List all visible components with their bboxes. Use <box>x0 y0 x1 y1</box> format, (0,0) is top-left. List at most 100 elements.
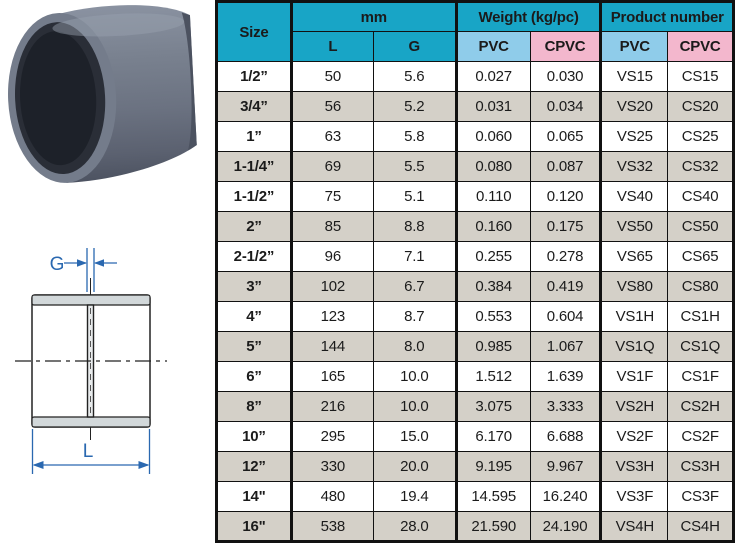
cell-product-pvc: VS3F <box>600 481 669 512</box>
cell-weight-cpvc: 0.087 <box>529 151 603 182</box>
cell-size: 1/2” <box>216 61 293 92</box>
cell-product-cpvc: CS15 <box>667 61 734 92</box>
cell-weight-pvc: 0.553 <box>455 301 531 332</box>
coupling-top-wall <box>31 294 151 306</box>
cell-product-cpvc: CS80 <box>667 271 734 302</box>
cell-l-mm: 85 <box>290 211 374 242</box>
cell-product-pvc: VS4H <box>600 511 669 542</box>
table-row: 6” 165 10.0 1.512 1.639 VS1F CS1F <box>216 361 734 392</box>
cell-weight-pvc: 0.080 <box>455 151 531 182</box>
cell-product-cpvc: CS3H <box>667 451 734 482</box>
header-mm: mm <box>290 1 458 32</box>
cell-g-mm: 20.0 <box>372 451 458 482</box>
table-row: 8” 216 10.0 3.075 3.333 VS2H CS2H <box>216 391 734 422</box>
cell-g-mm: 5.1 <box>372 181 458 212</box>
cell-g-mm: 8.8 <box>372 211 458 242</box>
cell-l-mm: 75 <box>290 181 374 212</box>
cell-product-pvc: VS25 <box>600 121 669 152</box>
cell-product-cpvc: CS2F <box>667 421 734 452</box>
table-row: 4” 123 8.7 0.553 0.604 VS1H CS1H <box>216 301 734 332</box>
spec-table-header: Size mm Weight (kg/pc) Product number L … <box>216 1 734 62</box>
cell-g-mm: 5.6 <box>372 61 458 92</box>
cell-size: 14" <box>216 481 293 512</box>
cell-size: 12” <box>216 451 293 482</box>
cell-l-mm: 96 <box>290 241 374 272</box>
table-row: 12” 330 20.0 9.195 9.967 VS3H CS3H <box>216 451 734 482</box>
cell-weight-cpvc: 0.278 <box>529 241 603 272</box>
table-row: 2” 85 8.8 0.160 0.175 VS50 CS50 <box>216 211 734 242</box>
header-size: Size <box>216 1 293 62</box>
cell-weight-cpvc: 0.030 <box>529 61 603 92</box>
coupling-bottom-wall <box>31 416 151 428</box>
cell-product-pvc: VS2F <box>600 421 669 452</box>
cell-size: 4” <box>216 301 293 332</box>
header-weight: Weight (kg/pc) <box>455 1 603 32</box>
cell-weight-cpvc: 1.639 <box>529 361 603 392</box>
spec-table: Size mm Weight (kg/pc) Product number L … <box>215 0 735 543</box>
cell-g-mm: 19.4 <box>372 481 458 512</box>
cell-g-mm: 8.7 <box>372 301 458 332</box>
cell-weight-pvc: 0.060 <box>455 121 531 152</box>
dimension-g-label: G <box>50 254 65 275</box>
cell-product-pvc: VS50 <box>600 211 669 242</box>
header-product-number: Product number <box>600 1 734 32</box>
cell-g-mm: 5.8 <box>372 121 458 152</box>
cell-product-pvc: VS1F <box>600 361 669 392</box>
cell-weight-pvc: 21.590 <box>455 511 531 542</box>
product-photo <box>0 0 215 190</box>
cell-product-pvc: VS65 <box>600 241 669 272</box>
cell-product-cpvc: CS1F <box>667 361 734 392</box>
cell-weight-cpvc: 0.175 <box>529 211 603 242</box>
cell-product-cpvc: CS65 <box>667 241 734 272</box>
cell-product-pvc: VS1H <box>600 301 669 332</box>
cell-product-pvc: VS32 <box>600 151 669 182</box>
cell-size: 6” <box>216 361 293 392</box>
table-row: 3” 102 6.7 0.384 0.419 VS80 CS80 <box>216 271 734 302</box>
cell-weight-cpvc: 0.120 <box>529 181 603 212</box>
cell-weight-pvc: 0.160 <box>455 211 531 242</box>
table-row: 1-1/4” 69 5.5 0.080 0.087 VS32 CS32 <box>216 151 734 182</box>
cell-l-mm: 330 <box>290 451 374 482</box>
cell-l-mm: 56 <box>290 91 374 122</box>
dimension-g <box>64 248 117 292</box>
cell-weight-cpvc: 0.604 <box>529 301 603 332</box>
cell-weight-pvc: 0.110 <box>455 181 531 212</box>
table-row: 16" 538 28.0 21.590 24.190 VS4H CS4H <box>216 511 734 542</box>
cell-size: 10” <box>216 421 293 452</box>
cell-size: 3/4” <box>216 91 293 122</box>
spec-table-body: 1/2” 50 5.6 0.027 0.030 VS15 CS15 3/4” 56 5.2 0.03… <box>216 61 734 542</box>
cell-size: 1-1/2” <box>216 181 293 212</box>
table-row: 1/2” 50 5.6 0.027 0.030 VS15 CS15 <box>216 61 734 92</box>
cell-l-mm: 69 <box>290 151 374 182</box>
cell-weight-pvc: 3.075 <box>455 391 531 422</box>
cell-l-mm: 295 <box>290 421 374 452</box>
cell-product-cpvc: CS25 <box>667 121 734 152</box>
cell-g-mm: 8.0 <box>372 331 458 362</box>
cell-weight-pvc: 0.031 <box>455 91 531 122</box>
cell-l-mm: 102 <box>290 271 374 302</box>
cell-weight-pvc: 0.384 <box>455 271 531 302</box>
cell-product-pvc: VS3H <box>600 451 669 482</box>
cell-product-cpvc: CS3F <box>667 481 734 512</box>
cell-weight-cpvc: 9.967 <box>529 451 603 482</box>
table-row: 5” 144 8.0 0.985 1.067 VS1Q CS1Q <box>216 331 734 362</box>
cell-size: 1-1/4” <box>216 151 293 182</box>
cell-l-mm: 63 <box>290 121 374 152</box>
cell-weight-cpvc: 0.065 <box>529 121 603 152</box>
cell-weight-cpvc: 0.419 <box>529 271 603 302</box>
cell-weight-pvc: 1.512 <box>455 361 531 392</box>
cell-size: 16" <box>216 511 293 542</box>
table-row: 2-1/2” 96 7.1 0.255 0.278 VS65 CS65 <box>216 241 734 272</box>
cell-product-cpvc: CS50 <box>667 211 734 242</box>
dimension-diagram: G L <box>0 230 215 485</box>
cell-weight-pvc: 14.595 <box>455 481 531 512</box>
cell-product-cpvc: CS40 <box>667 181 734 212</box>
table-row: 14" 480 19.4 14.595 16.240 VS3F CS3F <box>216 481 734 512</box>
cell-weight-pvc: 0.985 <box>455 331 531 362</box>
cell-g-mm: 10.0 <box>372 391 458 422</box>
table-row: 10” 295 15.0 6.170 6.688 VS2F CS2F <box>216 421 734 452</box>
subheader-weight-cpvc: CPVC <box>529 31 603 62</box>
subheader-weight-pvc: PVC <box>455 31 531 62</box>
cell-l-mm: 123 <box>290 301 374 332</box>
